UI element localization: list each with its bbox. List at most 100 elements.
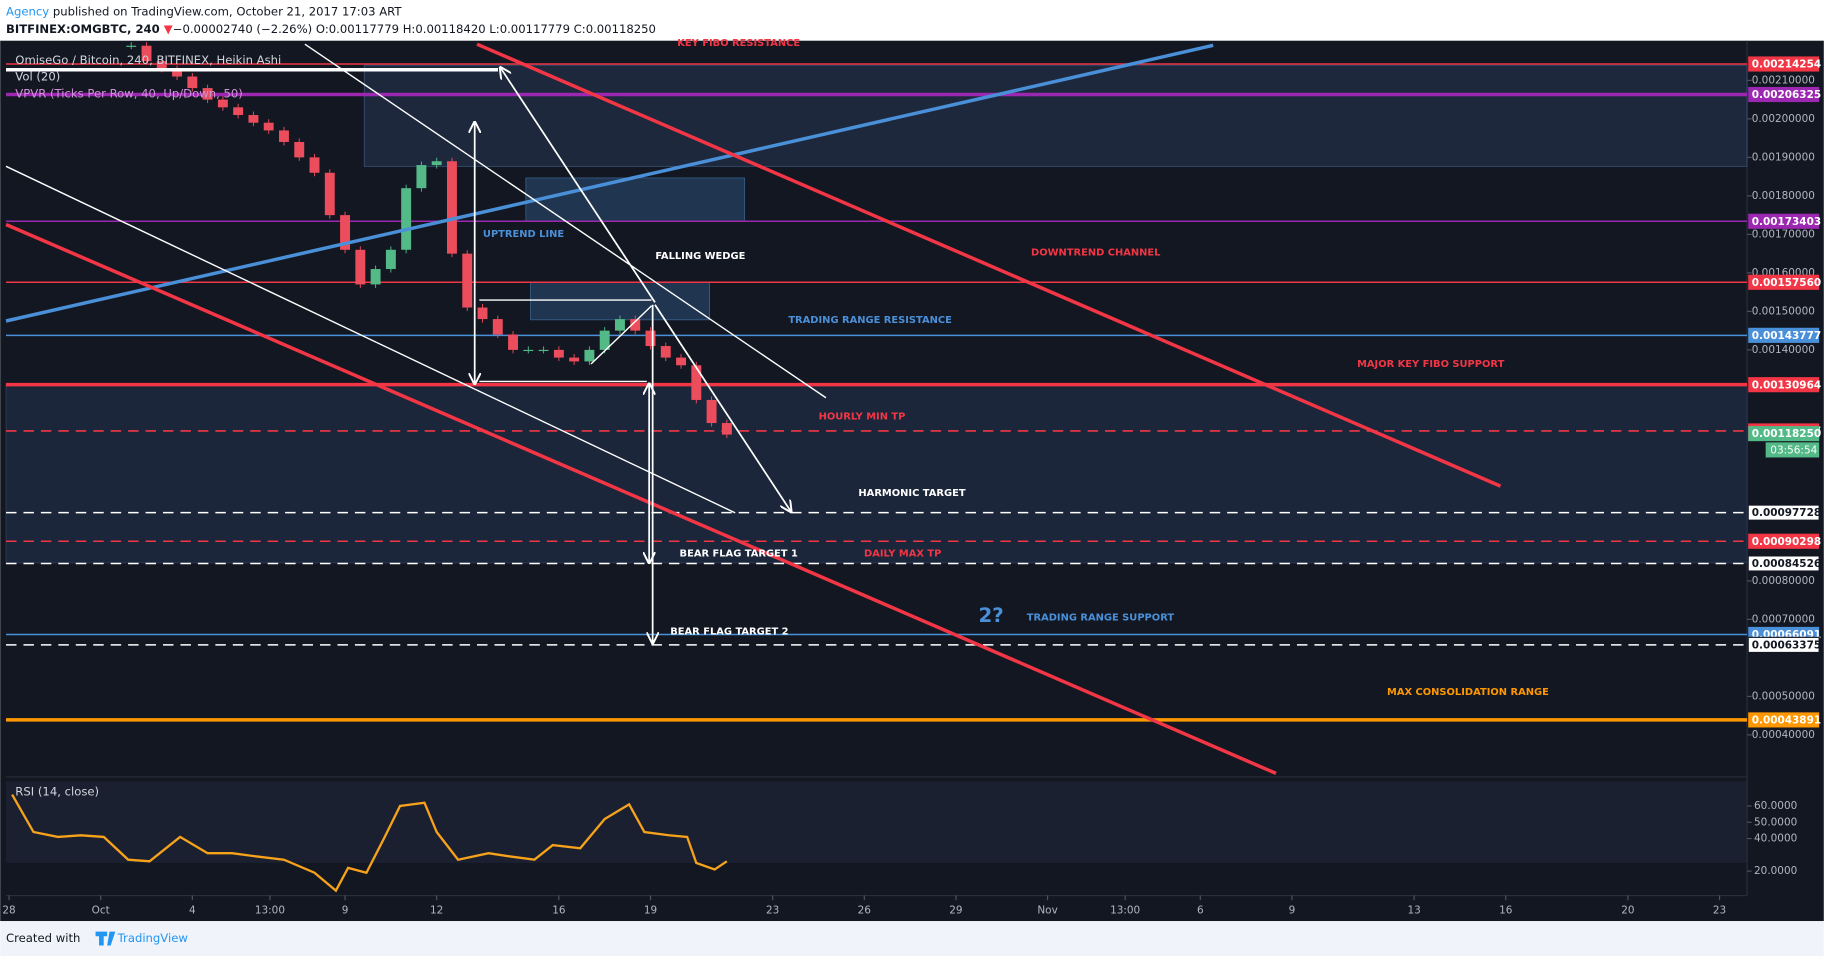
candle [614,319,625,331]
candle [141,45,152,62]
candle [462,253,473,308]
level-label: 0.00084526 [1752,558,1821,570]
y-tick-label: 0.00080000 [1752,575,1815,587]
candle [630,319,641,331]
x-tick-label: 13:00 [255,905,285,917]
y-tick-label: 60.0000 [1754,800,1797,812]
candle [660,346,671,358]
level-label-box [1748,712,1820,728]
level-label-box [1748,56,1820,72]
support-zone [5,383,1748,564]
x-tick-label: 9 [1289,905,1296,917]
candle [477,307,488,320]
x-tick-label: 29 [949,905,962,917]
candle [355,249,366,285]
annotation: DAILY MAX TP [864,549,941,560]
candle [538,349,549,352]
candle [217,99,228,108]
candle [126,45,137,47]
level-label-box [1747,504,1820,521]
annotation: BEAR FLAG TARGET 1 [680,549,798,560]
annotation: HOURLY MIN TP [819,411,906,422]
candle [492,319,503,335]
annotation: UPTREND LINE [483,229,564,240]
arrow [654,304,791,512]
level-label-box [1748,274,1820,290]
level-label: 0.00143777 [1752,330,1821,342]
level-label-box [1747,636,1820,654]
annotation: TRADING RANGE RESISTANCE [788,315,952,326]
x-tick-label: 12 [430,905,443,917]
candle [202,88,213,100]
candle [416,165,427,189]
level-label: 0.00097728 [1752,507,1821,519]
x-tick-label: 9 [342,905,349,917]
level-label-box [1748,213,1820,229]
author-link[interactable]: Agency [6,4,49,18]
x-tick-label: 19 [644,905,657,917]
header-bg [0,0,1824,41]
candle [340,215,351,250]
chart-title: OmiseGo / Bitcoin, 240, BITFINEX, Heikin… [15,53,281,67]
level-label-box [1748,426,1820,442]
annotation: MAJOR KEY FIBO SUPPORT [1357,359,1505,370]
indicator-label: VPVR (Ticks Per Row, 40, Up/Down, 50) [15,87,243,101]
level-label: 0.00130964 [1752,379,1821,391]
candles [126,42,732,439]
level-label-box [1748,86,1820,103]
footer-brand[interactable]: TradingView [117,931,189,945]
x-tick-label: 23 [1713,905,1726,917]
level-label: 0.00118250 [1752,428,1821,440]
y-tick-label: 0.00190000 [1752,151,1815,163]
change: −0.00002740 (−2.26%) [173,22,312,36]
change-arrow: ▼ [164,22,173,36]
candle [446,161,457,254]
flag-line [590,305,652,365]
x-tick-label: 13 [1407,905,1420,917]
candle [370,269,381,285]
level-label-box [1748,327,1820,343]
uptrend-line [5,43,1214,323]
candle [645,330,656,347]
annotation: 2? [978,604,1003,627]
wedge-line [304,43,827,399]
header-line: Agency published on TradingView.com, Oct… [6,4,402,18]
x-tick-label: Oct [92,905,110,917]
candle [706,399,717,424]
arrow [500,67,656,303]
level-label-box [1748,377,1820,393]
symbol-line: BITFINEX:OMGBTC, 240 ▼−0.00002740 (−2.26… [6,22,656,36]
candle [294,141,305,158]
candle [248,115,259,123]
candle [385,249,396,270]
y-tick-label: 20.0000 [1754,865,1797,877]
rsi-band [6,781,1748,863]
symbol: BITFINEX:OMGBTC, 240 [6,22,164,36]
candle [676,357,687,366]
x-tick-label: 26 [858,905,871,917]
x-tick-label: 4 [189,905,196,917]
level-label: 0.00206325 [1752,89,1821,101]
candle [599,330,610,350]
footer-logo [95,931,116,946]
level-label: 0.00173403 [1752,216,1821,228]
level-label: 0.00063375 [1752,639,1821,651]
x-tick-label: 23 [766,905,779,917]
rsi-line [11,793,728,893]
y-tick-label: 0.00200000 [1752,113,1815,125]
candle [279,130,289,142]
candle [309,157,320,173]
level-label: 0.00157560 [1752,277,1821,289]
indicator-label: Vol (20) [15,69,60,83]
footer-bg [0,921,1824,956]
zone [525,177,745,222]
y-tick-label: 0.00210000 [1752,74,1815,86]
y-tick-label: 40.0000 [1754,833,1797,845]
candle [172,68,183,77]
countdown-box [1765,442,1820,458]
level-label-box [1747,555,1820,572]
x-tick-label: 20 [1621,905,1634,917]
candle [721,423,732,435]
